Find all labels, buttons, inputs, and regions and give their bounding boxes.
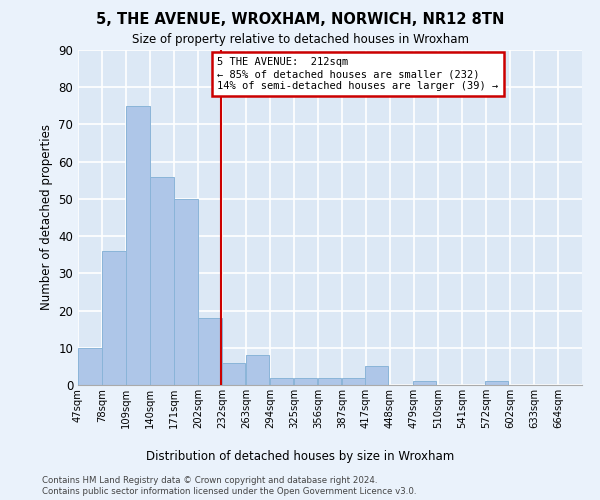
Text: Distribution of detached houses by size in Wroxham: Distribution of detached houses by size … [146, 450, 454, 463]
Bar [269, 378, 293, 385]
Bar [199, 318, 221, 385]
Bar [175, 199, 197, 385]
Text: 5, THE AVENUE, WROXHAM, NORWICH, NR12 8TN: 5, THE AVENUE, WROXHAM, NORWICH, NR12 8T… [96, 12, 504, 28]
Bar [365, 366, 388, 385]
Text: Contains public sector information licensed under the Open Government Licence v3: Contains public sector information licen… [42, 487, 416, 496]
Bar [485, 382, 508, 385]
Text: Contains HM Land Registry data © Crown copyright and database right 2024.: Contains HM Land Registry data © Crown c… [42, 476, 377, 485]
Text: 5 THE AVENUE:  212sqm
← 85% of detached houses are smaller (232)
14% of semi-det: 5 THE AVENUE: 212sqm ← 85% of detached h… [217, 58, 499, 90]
Y-axis label: Number of detached properties: Number of detached properties [40, 124, 53, 310]
Bar [103, 251, 125, 385]
Bar [317, 378, 341, 385]
Bar [341, 378, 365, 385]
Bar [413, 382, 436, 385]
Bar [293, 378, 317, 385]
Bar [221, 362, 245, 385]
Bar [151, 176, 173, 385]
Bar [79, 348, 101, 385]
Bar [127, 106, 149, 385]
Bar [245, 355, 269, 385]
Text: Size of property relative to detached houses in Wroxham: Size of property relative to detached ho… [131, 32, 469, 46]
